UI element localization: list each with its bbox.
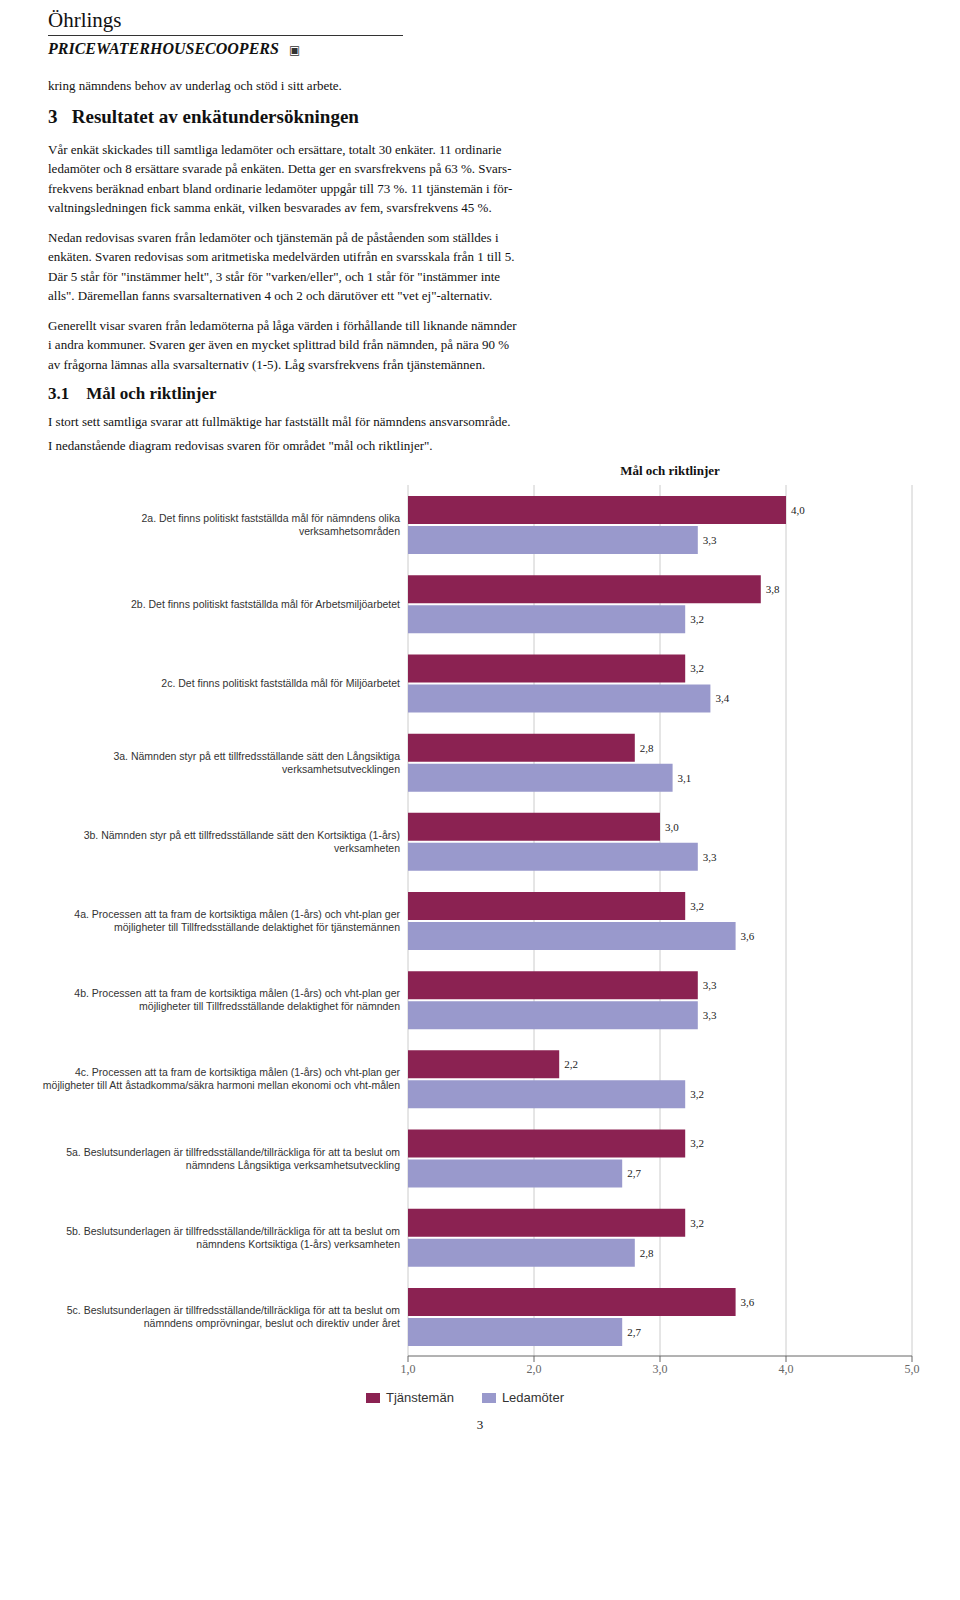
svg-text:3,4: 3,4	[715, 692, 729, 704]
html-text:3: 3	[476, 1417, 484, 1432]
svg-text:2,8: 2,8	[640, 742, 654, 754]
svg-text:3,2: 3,2	[690, 900, 704, 912]
svg-text:5,0: 5,0	[905, 1362, 920, 1376]
svg-text:5b. Beslutsunderlagen är tillf: 5b. Beslutsunderlagen är tillfredsställa…	[66, 1225, 400, 1250]
svg-text:5c. Beslutsunderlagen är tillf: 5c. Beslutsunderlagen är tillfredsställa…	[67, 1304, 401, 1329]
svg-text:1,0: 1,0	[401, 1362, 416, 1376]
svg-text:3,3: 3,3	[703, 1009, 717, 1021]
svg-text:2b. Det finns politiskt fastst: 2b. Det finns politiskt fastställda mål …	[131, 598, 400, 610]
svg-text:5a. Beslutsunderlagen är tillf: 5a. Beslutsunderlagen är tillfredsställa…	[66, 1146, 400, 1171]
svg-text:3,2: 3,2	[690, 1217, 704, 1229]
svg-text:3a. Nämnden styr på ett tillfr: 3a. Nämnden styr på ett tillfredsställan…	[113, 750, 400, 775]
svg-text:4a. Processen att ta fram de k: 4a. Processen att ta fram de kortsiktiga…	[74, 908, 400, 933]
html-text:kring nämndens behov av underl: kring nämndens behov av underlag och stö…	[48, 78, 342, 93]
svg-text:2a. Det finns politiskt fastst: 2a. Det finns politiskt fastställda mål …	[141, 512, 400, 537]
svg-text:3,3: 3,3	[703, 979, 717, 991]
html-text:Tjänstemän: Tjänstemän	[386, 1390, 454, 1405]
svg-text:3b. Nämnden styr på ett tillfr: 3b. Nämnden styr på ett tillfredsställan…	[84, 829, 400, 854]
svg-text:2,0: 2,0	[527, 1362, 542, 1376]
svg-text:3,0: 3,0	[665, 821, 679, 833]
html-text:Generellt visar svaren från le: Generellt visar svaren från ledamöterna …	[48, 317, 517, 372]
svg-text:3,2: 3,2	[690, 662, 704, 674]
svg-text:3,2: 3,2	[690, 1137, 704, 1149]
html-text:Mål och riktlinjer: Mål och riktlinjer	[620, 463, 720, 478]
svg-text:3,3: 3,3	[703, 534, 717, 546]
html-text:3 Resultatet av enkätundersökn: 3 Resultatet av enkätundersökningen	[48, 105, 359, 127]
html-text:PRICEWATERHOUSECOOPERS: PRICEWATERHOUSECOOPERS	[48, 40, 279, 57]
svg-text:4,0: 4,0	[791, 504, 805, 516]
svg-text:3,3: 3,3	[703, 851, 717, 863]
html-text:Öhrlings: Öhrlings	[48, 8, 122, 32]
html-text:Ledamöter: Ledamöter	[501, 1390, 564, 1405]
html-text:I nedanstående diagram redovis: I nedanstående diagram redovisas svaren …	[48, 437, 433, 453]
svg-text:3,1: 3,1	[678, 772, 692, 784]
svg-text:3,2: 3,2	[690, 613, 704, 625]
svg-text:2,2: 2,2	[564, 1058, 578, 1070]
svg-text:4b. Processen att ta fram de k: 4b. Processen att ta fram de kortsiktiga…	[74, 987, 400, 1012]
svg-text:2,8: 2,8	[640, 1247, 654, 1259]
svg-text:3,6: 3,6	[741, 930, 755, 942]
svg-text:3,6: 3,6	[741, 1296, 755, 1308]
svg-text:3,0: 3,0	[653, 1362, 668, 1376]
svg-text:2,7: 2,7	[627, 1326, 641, 1338]
svg-text:4,0: 4,0	[779, 1362, 794, 1376]
svg-text:3,2: 3,2	[690, 1088, 704, 1100]
svg-text:3,8: 3,8	[766, 583, 780, 595]
html-text:I stort sett samtliga svarar a: I stort sett samtliga svarar att fullmäk…	[48, 414, 511, 429]
svg-text:2c. Det finns politiskt fastst: 2c. Det finns politiskt fastställda mål …	[161, 677, 400, 689]
svg-text:4c. Processen att ta fram de k: 4c. Processen att ta fram de kortsiktiga…	[43, 1066, 401, 1091]
html-text:Vår enkät skickades till samtl: Vår enkät skickades till samtliga ledamö…	[48, 141, 513, 215]
html-text:3.1 Mål och riktlinjer: 3.1 Mål och riktlinjer	[48, 384, 217, 403]
svg-text:2,7: 2,7	[627, 1167, 641, 1179]
html-text:Nedan redovisas svaren från le: Nedan redovisas svaren från ledamöter oc…	[48, 229, 515, 303]
